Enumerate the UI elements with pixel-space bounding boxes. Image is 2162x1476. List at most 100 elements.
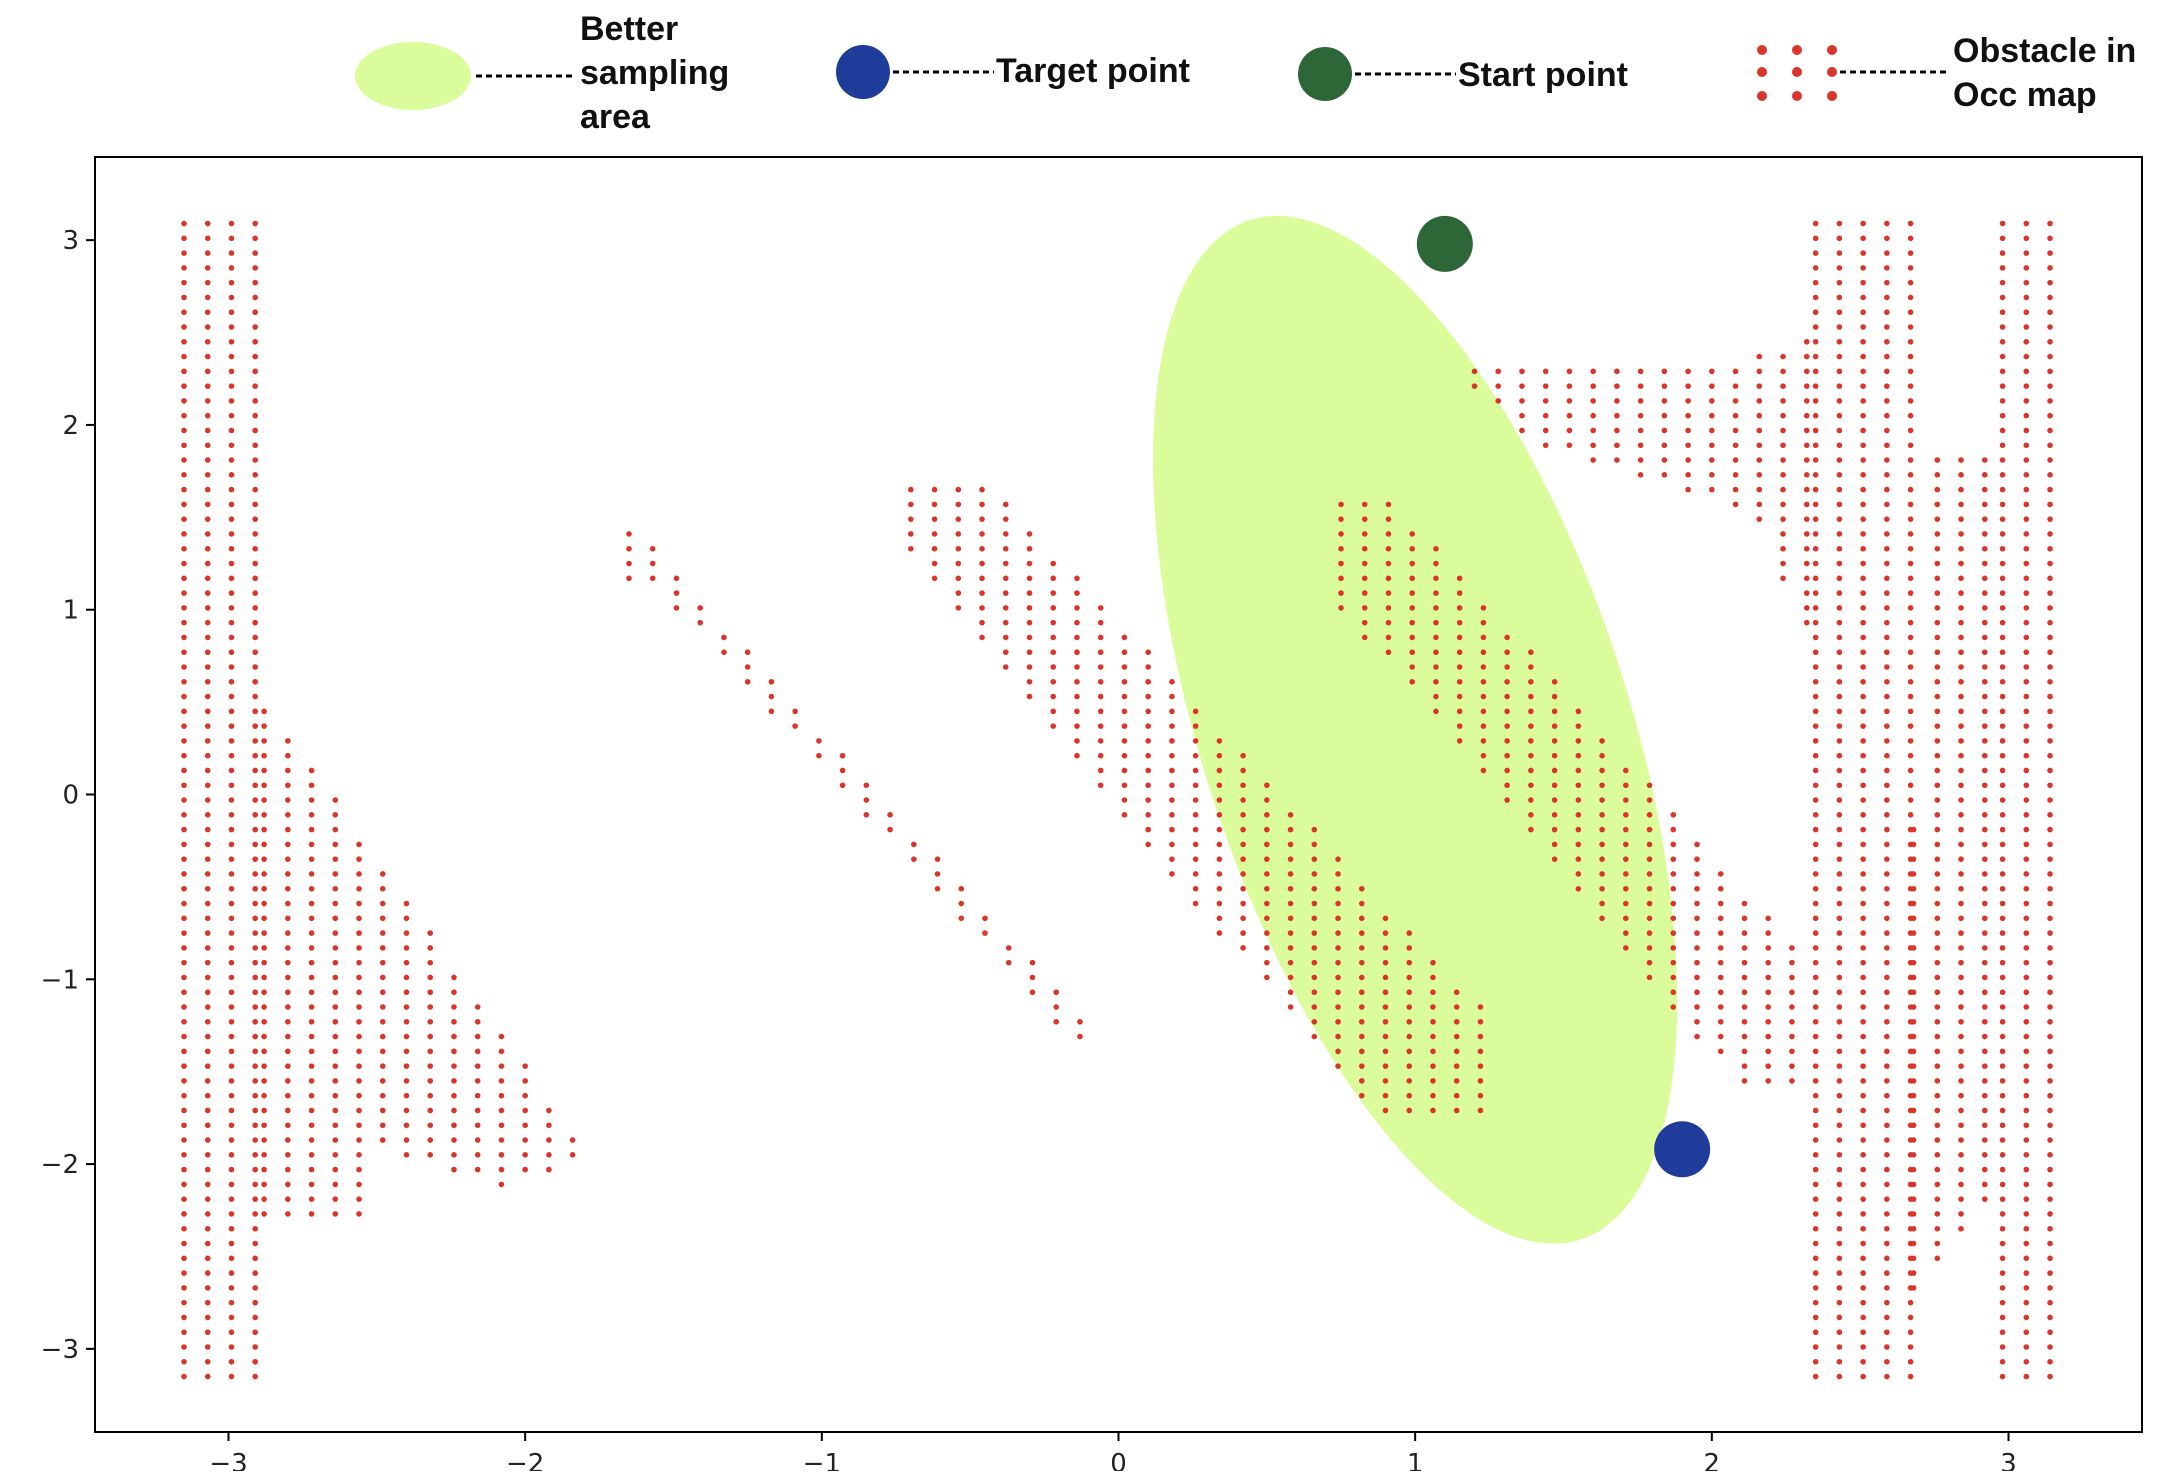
obstacle-dot bbox=[1002, 605, 1009, 611]
obstacle-dot bbox=[1958, 856, 1964, 862]
obstacle-dot bbox=[252, 1314, 258, 1321]
obstacle-dot bbox=[1999, 265, 2006, 271]
obstacle-dot bbox=[1599, 738, 1605, 744]
obstacle-dot bbox=[1999, 1092, 2006, 1099]
obstacle-dot bbox=[1860, 1285, 1866, 1291]
obstacle-dot bbox=[1884, 1255, 1890, 1262]
obstacle-dot bbox=[1884, 974, 1890, 981]
obstacle-dot bbox=[204, 383, 211, 389]
obstacle-dot bbox=[498, 1152, 505, 1158]
obstacle-dot bbox=[1169, 678, 1175, 685]
obstacle-dot bbox=[1551, 812, 1558, 818]
obstacle-dot bbox=[1907, 531, 1914, 537]
obstacle-dot bbox=[252, 353, 258, 360]
obstacle-dot bbox=[1694, 900, 1700, 907]
obstacle-dot bbox=[1358, 989, 1365, 996]
obstacle-dot bbox=[1433, 664, 1439, 670]
obstacle-dot bbox=[228, 1063, 235, 1069]
obstacle-dot bbox=[1812, 590, 1819, 596]
obstacle-dot bbox=[2047, 472, 2053, 478]
obstacle-dot bbox=[1409, 575, 1415, 582]
obstacle-dot bbox=[1145, 678, 1151, 685]
obstacle-dot bbox=[228, 1255, 235, 1262]
obstacle-dot bbox=[649, 545, 656, 552]
obstacle-dot bbox=[228, 235, 235, 242]
obstacle-dot bbox=[1216, 885, 1223, 892]
obstacle-dot bbox=[1958, 560, 1964, 567]
obstacle-dot bbox=[451, 1137, 457, 1143]
obstacle-dot bbox=[1812, 383, 1819, 389]
obstacle-dot bbox=[204, 1240, 211, 1247]
obstacle-dot bbox=[181, 1270, 187, 1276]
obstacle-dot bbox=[1002, 501, 1009, 508]
obstacle-dot bbox=[1358, 1004, 1365, 1010]
obstacle-dot bbox=[228, 1344, 235, 1350]
obstacle-dot bbox=[1732, 368, 1739, 375]
obstacle-dot bbox=[308, 885, 315, 892]
obstacle-dot bbox=[1385, 560, 1392, 567]
obstacle-dot bbox=[1836, 1107, 1843, 1114]
obstacle-dot bbox=[1732, 427, 1739, 434]
obstacle-dot bbox=[1981, 738, 1988, 744]
obstacle-dot bbox=[1480, 605, 1487, 611]
obstacle-dot bbox=[356, 1018, 362, 1025]
obstacle-dot bbox=[1780, 457, 1786, 463]
obstacle-dot bbox=[1623, 841, 1629, 848]
obstacle-dot bbox=[1999, 368, 2006, 375]
obstacle-dot bbox=[1836, 265, 1843, 271]
obstacle-dot bbox=[979, 605, 985, 611]
legend-obstacle-dot bbox=[1757, 91, 1767, 101]
obstacle-dot bbox=[1409, 664, 1415, 670]
obstacle-dot bbox=[1789, 989, 1795, 996]
obstacle-dot bbox=[451, 1107, 457, 1114]
obstacle-dot bbox=[285, 1122, 291, 1129]
obstacle-dot bbox=[1907, 309, 1914, 316]
obstacle-dot bbox=[1907, 265, 1914, 271]
obstacle-dot bbox=[308, 826, 315, 833]
obstacle-dot bbox=[2023, 486, 2030, 493]
obstacle-dot bbox=[1717, 945, 1724, 951]
obstacle-dot bbox=[1860, 1018, 1866, 1025]
obstacle-dot bbox=[204, 1063, 211, 1069]
obstacle-dot bbox=[181, 752, 187, 759]
obstacle-dot bbox=[887, 812, 893, 818]
obstacle-dot bbox=[308, 856, 315, 862]
obstacle-dot bbox=[1981, 826, 1988, 833]
obstacle-dot bbox=[204, 265, 211, 271]
legend-label: Target point bbox=[996, 52, 1190, 90]
obstacle-dot bbox=[228, 265, 235, 271]
obstacle-dot bbox=[308, 1018, 315, 1025]
obstacle-dot bbox=[181, 649, 187, 656]
obstacle-dot bbox=[1335, 856, 1341, 862]
obstacle-dot bbox=[1999, 1211, 2006, 1217]
obstacle-dot bbox=[451, 1092, 457, 1099]
obstacle-dot bbox=[1382, 945, 1389, 951]
obstacle-dot bbox=[1358, 1063, 1365, 1069]
obstacle-dot bbox=[228, 885, 235, 892]
obstacle-dot bbox=[1999, 664, 2006, 670]
obstacle-dot bbox=[1999, 678, 2006, 685]
obstacle-dot bbox=[1910, 1166, 1917, 1173]
obstacle-dot bbox=[1121, 693, 1128, 700]
obstacle-dot bbox=[1074, 708, 1080, 715]
obstacle-dot bbox=[2047, 575, 2053, 582]
obstacle-dot bbox=[1358, 1078, 1365, 1084]
obstacle-dot bbox=[204, 1255, 211, 1262]
obstacle-dot bbox=[427, 945, 434, 951]
obstacle-dot bbox=[1789, 945, 1795, 951]
obstacle-dot bbox=[1836, 472, 1843, 478]
obstacle-dot bbox=[1836, 383, 1843, 389]
obstacle-dot bbox=[1519, 383, 1525, 389]
obstacle-dot bbox=[2047, 279, 2053, 286]
obstacle-dot bbox=[1477, 1063, 1484, 1069]
obstacle-dot bbox=[261, 856, 267, 862]
legend-obstacle-dot bbox=[1827, 45, 1837, 55]
obstacle-dot bbox=[955, 531, 962, 537]
obstacle-dot bbox=[1999, 900, 2006, 907]
obstacle-dot bbox=[1358, 1092, 1365, 1099]
obstacle-dot bbox=[1694, 885, 1700, 892]
obstacle-dot bbox=[1860, 841, 1866, 848]
obstacle-dot bbox=[839, 782, 846, 789]
obstacle-dot bbox=[1907, 294, 1914, 301]
obstacle-dot bbox=[1097, 693, 1104, 700]
